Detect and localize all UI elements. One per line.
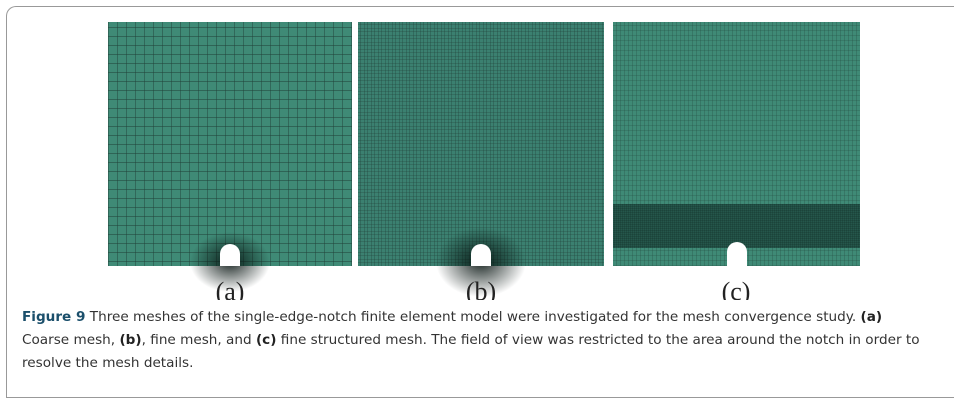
caption-text: , fine mesh, and <box>142 332 256 348</box>
mesh-a <box>108 22 352 292</box>
caption-text: Coarse mesh, <box>22 332 119 348</box>
mesh-b <box>358 22 604 297</box>
mesh-c <box>613 22 860 266</box>
figure: (a) (b) (c) Figure 9 Three meshes of the… <box>0 0 954 407</box>
panel-label: (b) <box>466 277 496 300</box>
caption-text: Three meshes of the single-edge-notch fi… <box>85 309 860 325</box>
caption: Figure 9 Three meshes of the single-edge… <box>22 306 927 375</box>
mesh-images: (a) (b) (c) <box>0 0 954 300</box>
caption-text: (a) <box>861 309 883 325</box>
panel-label: (c) <box>722 277 751 300</box>
caption-text: (c) <box>256 332 276 348</box>
panel-label: (a) <box>216 277 245 300</box>
caption-label: Figure 9 <box>22 309 85 325</box>
caption-text: (b) <box>119 332 141 348</box>
